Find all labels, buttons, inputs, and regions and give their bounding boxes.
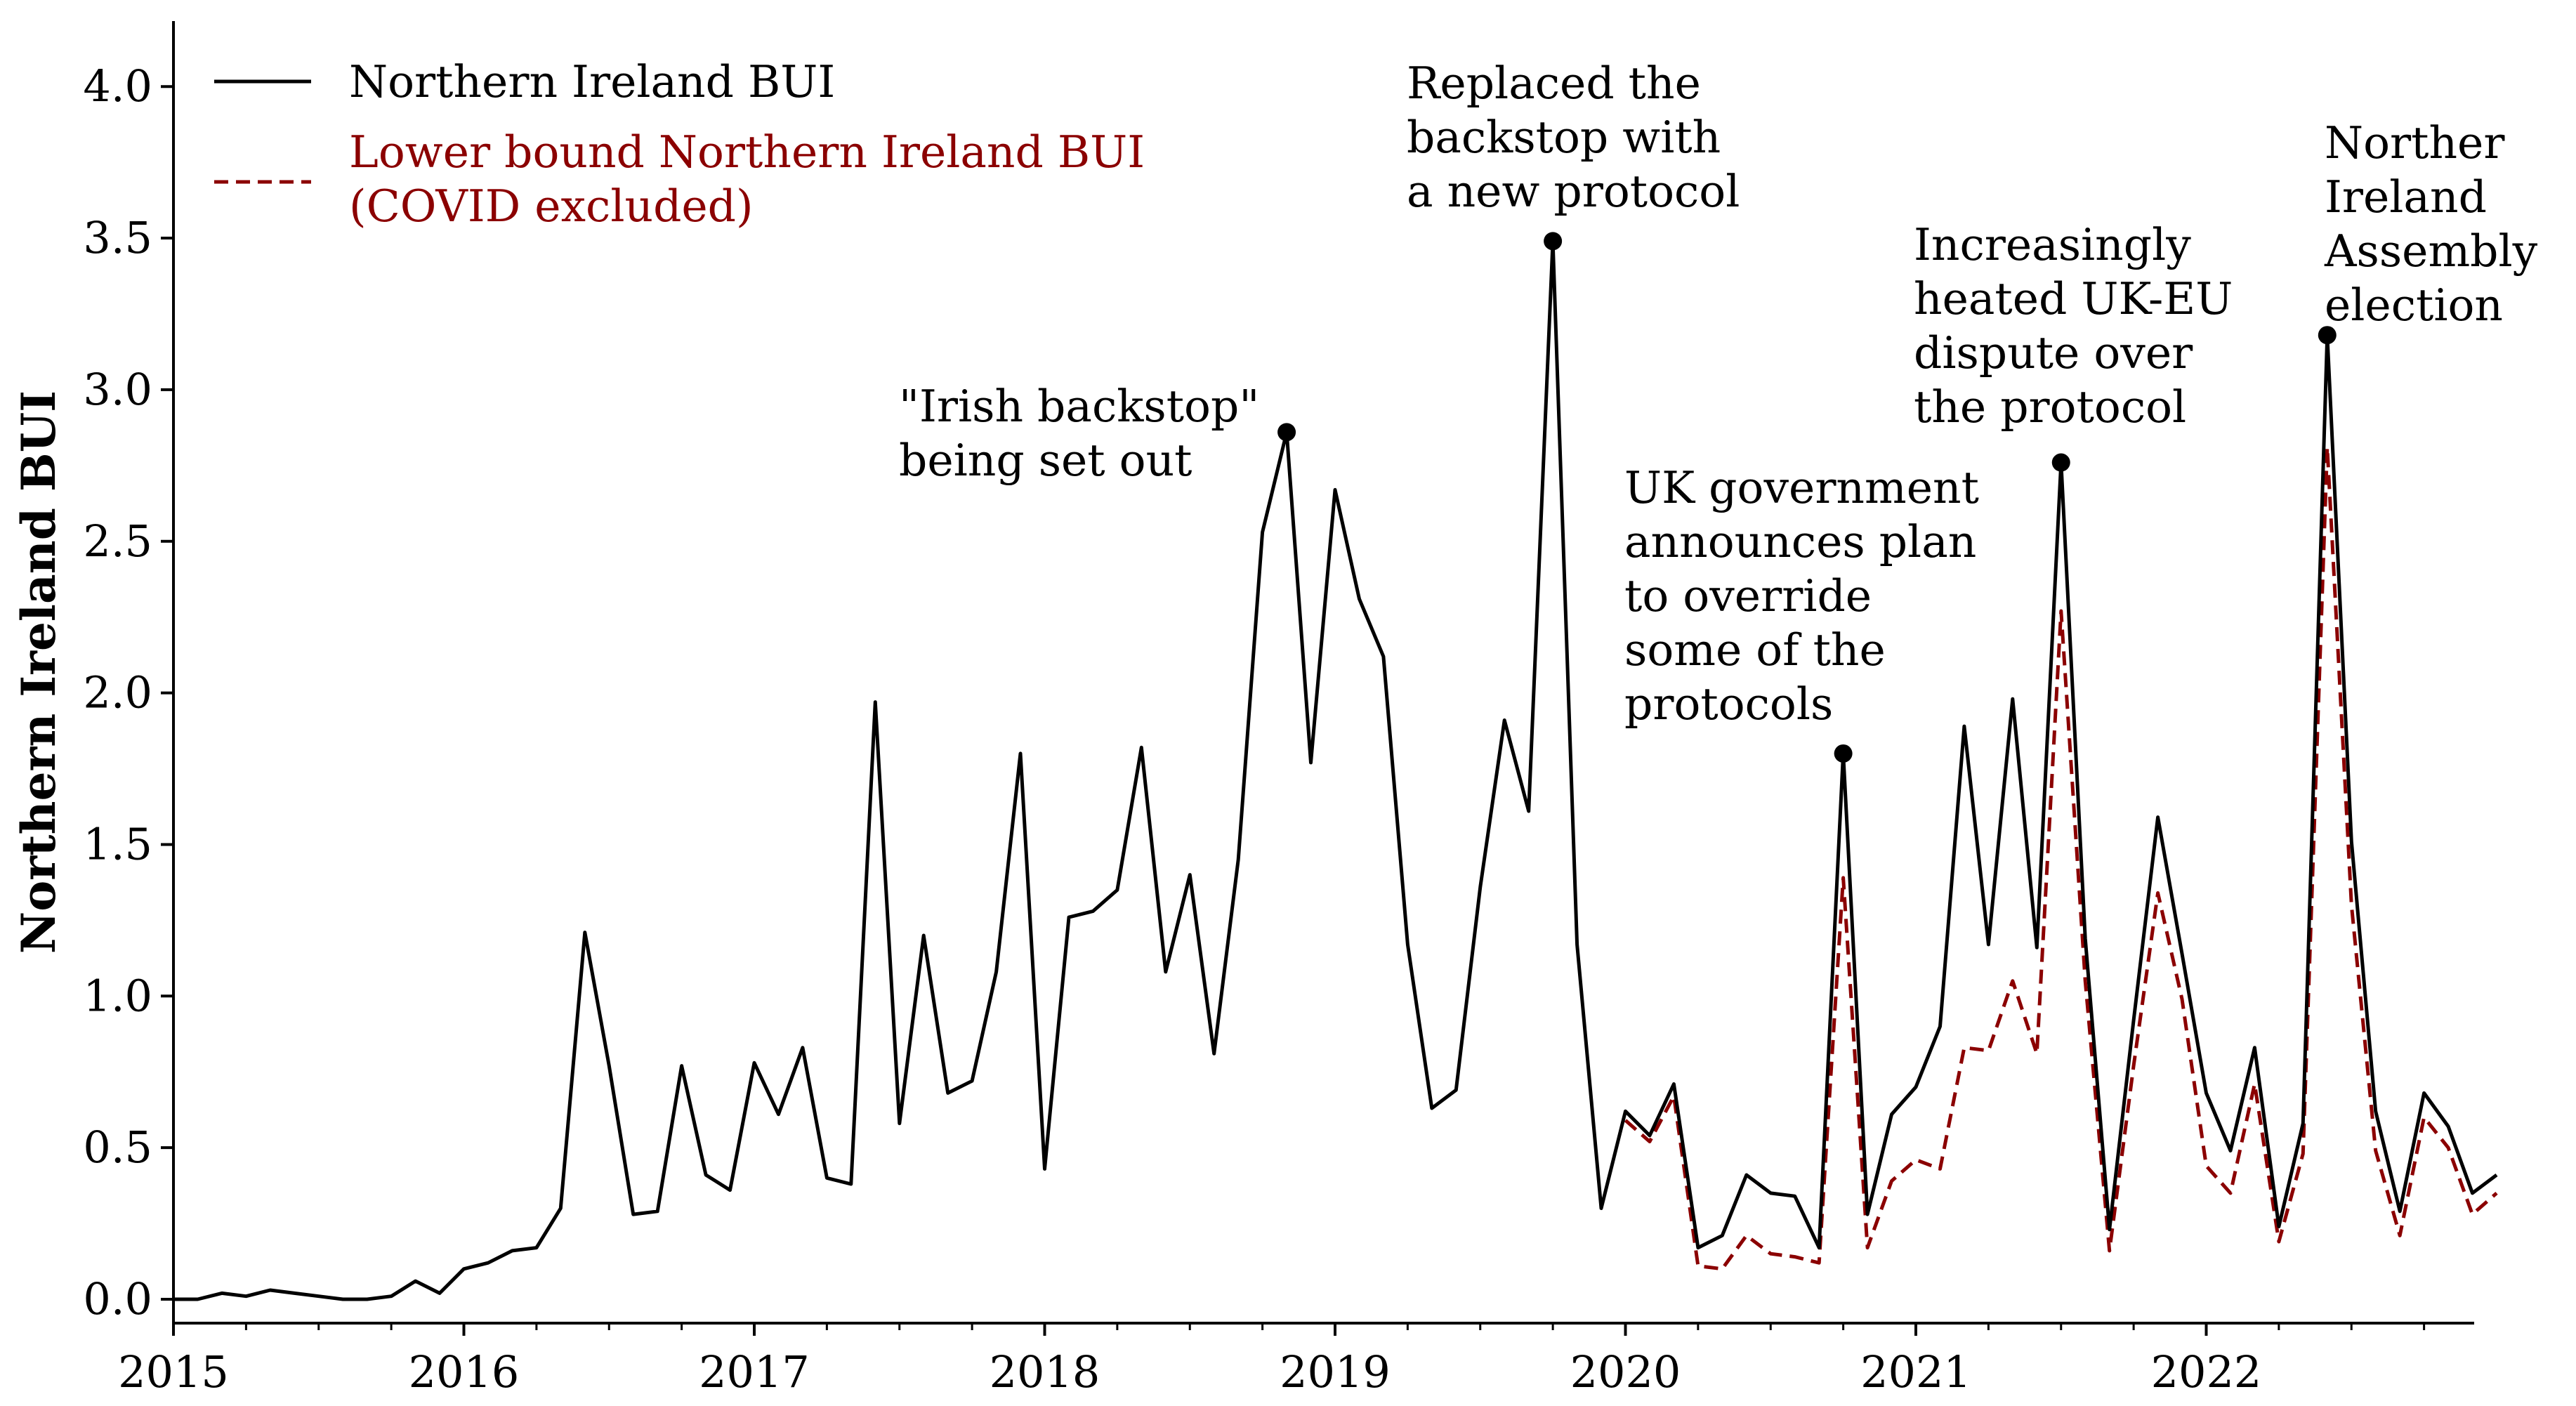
x-ticks: 2015 2016 2017 2018 2019 2020 2021 2022: [118, 1323, 2426, 1398]
y-tick-label: 1.5: [83, 818, 152, 869]
legend-label-lower: Lower bound Northern Ireland BUI (COVID e…: [349, 126, 1145, 232]
x-tick-label: 2016: [409, 1346, 520, 1398]
annotation-marker: [1544, 232, 1563, 251]
y-tick-label: 0.5: [83, 1122, 152, 1173]
annotation-text: Norther Ireland Assembly election: [2324, 117, 2538, 331]
y-tick-label: 0.0: [83, 1273, 152, 1325]
series-line-lower-bound: [1624, 445, 2498, 1271]
series-line-main: [173, 239, 2498, 1301]
x-tick-label: 2015: [118, 1346, 229, 1398]
x-tick-label: 2018: [990, 1346, 1100, 1398]
annotation-marker: [1277, 423, 1296, 442]
x-tick-label: 2021: [1860, 1346, 1971, 1398]
annotation-marker: [1834, 744, 1853, 763]
annotation-text: "Irish backstop" being set out: [899, 381, 1259, 486]
x-tick-label: 2019: [1280, 1346, 1391, 1398]
annotation-text: Replaced the backstop with a new protocol: [1407, 58, 1740, 217]
annotation-marker: [2318, 326, 2337, 345]
y-ticks: 0.0 0.5 1.0 1.5 2.0 2.5 3.0 3.5 4.0: [83, 60, 173, 1325]
y-tick-label: 2.5: [83, 515, 152, 567]
y-tick-label: 1.0: [83, 970, 152, 1021]
series-layer: [173, 239, 2498, 1301]
annotation-text: UK government announces plan to override so…: [1624, 462, 1979, 730]
legend: Northern Ireland BUI Lower bound Norther…: [214, 56, 1145, 232]
plot-area: 0.0 0.5 1.0 1.5 2.0 2.5 3.0 3.5 4.0 2015 2016 2017…: [83, 21, 2538, 1398]
x-tick-label: 2017: [699, 1346, 810, 1398]
legend-label-main: Northern Ireland BUI: [349, 56, 835, 107]
y-tick-label: 2.0: [83, 667, 152, 718]
annotation-layer: "Irish backstop" being set out Replaced th…: [899, 58, 2538, 763]
y-tick-label: 4.0: [83, 60, 152, 112]
annotation-marker: [2051, 453, 2070, 472]
annotation-text: Increasingly heated UK-EU dispute over the …: [1914, 219, 2233, 433]
x-tick-label: 2020: [1570, 1346, 1681, 1398]
y-tick-label: 3.5: [83, 212, 152, 263]
y-axis-label: Northern Ireland BUI: [11, 390, 66, 954]
y-tick-label: 3.0: [83, 364, 152, 415]
x-tick-label: 2022: [2151, 1346, 2262, 1398]
